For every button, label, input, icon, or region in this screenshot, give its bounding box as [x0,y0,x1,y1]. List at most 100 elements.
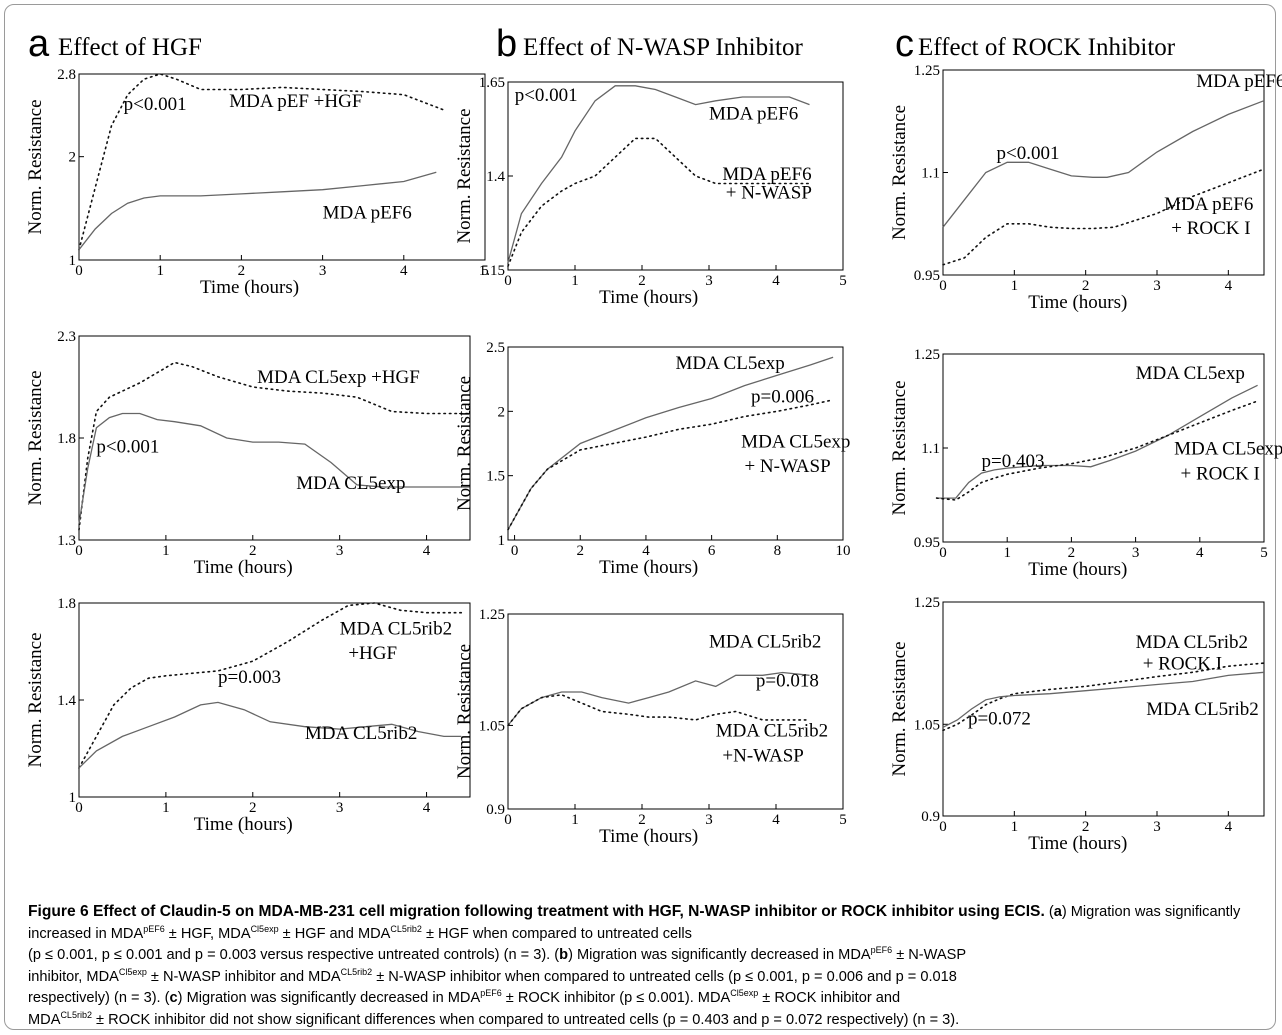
x-tick-label: 3 [705,812,713,828]
annotation-label: MDA pEF6 [722,164,811,185]
x-tick-label: 2 [638,273,646,289]
series-line-1 [942,662,1265,732]
annotation-label: + ROCK I [1143,653,1222,674]
series-line-1 [936,384,1258,499]
x-tick-label: 5 [839,273,847,289]
x-tick-label: 3 [319,263,327,279]
panel-title-a: Effect of HGF [58,34,202,61]
annotation-label: +HGF [348,643,397,664]
x-tick-label: 0 [75,800,83,816]
y-tick-label: 1.8 [57,596,76,612]
annotation-label: MDA pEF6 [323,203,412,224]
x-tick-label: 4 [642,543,650,559]
y-tick-label: 1 [498,533,506,549]
series-line-1 [507,671,810,726]
plot-frame [507,613,844,810]
chart-b2: 0 2 4 6 8 10 1 1.5 2 2.5 Time (hours) Norm. Resista… [454,340,851,578]
annotation-label: p<0.001 [96,436,159,457]
y-tick-label: 1.15 [479,263,505,279]
y-tick-label: 1.1 [921,441,940,457]
x-tick-label: 4 [1225,278,1233,294]
x-tick-label: 3 [336,800,344,816]
x-tick-label: 4 [1196,545,1204,561]
figure-frame [4,4,1276,1030]
x-tick-label: 10 [836,543,851,559]
y-tick-label: 1.05 [914,717,940,733]
annotation-label: MDA CL5exp [1174,438,1282,459]
x-tick-label: 0 [939,278,947,294]
annotation-label: MDA CL5rib2 [305,723,417,744]
annotation-label: MDA CL5exp [676,353,785,374]
x-tick-label: 4 [423,800,431,816]
series-line-1 [78,602,463,769]
annotation-label: MDA CL5rib2 [716,721,828,742]
x-axis-label: Time (hours) [599,826,698,847]
x-tick-label: 2 [1068,545,1076,561]
x-axis-label: Time (hours) [1028,559,1127,580]
chart-c1: 0 1 2 3 4 0.95 1.1 1.25 Time (hours) Norm. Resist… [889,63,1282,313]
series-line-2 [507,398,834,531]
x-tick-label: 1 [156,263,164,279]
caption-line-5: MDACL5rib2 ± ROCK inhibitor did not show… [28,1009,960,1028]
x-axis-label: Time (hours) [200,277,299,298]
y-tick-label: 0.9 [921,809,940,825]
annotation-label: MDA pEF6 [709,104,798,125]
y-axis-label: Norm. Resistance [454,644,475,779]
annotation-label: MDA CL5rib2 [340,619,452,640]
series-line-2 [942,671,1265,728]
annotation-label: MDA pEF6 [1164,194,1253,215]
series-line-2 [507,137,811,268]
caption-line-4: respectively) (n = 3). (c) Migration was… [28,988,901,1007]
series-line-1 [942,100,1265,228]
y-tick-label: 1 [69,790,77,806]
x-tick-label: 0 [75,543,83,559]
panel-title-b: Effect of N-WASP Inhibitor [523,34,803,61]
y-tick-label: 0.95 [914,268,940,284]
series-line-2 [507,693,811,727]
panel-letter-a: a [28,23,50,65]
series-line-2 [78,701,462,769]
annotation-label: + N-WASP [744,456,830,477]
x-axis-label: Time (hours) [1028,833,1127,854]
x-tick-label: 0 [939,545,947,561]
x-axis-label: Time (hours) [194,557,293,578]
x-tick-label: 4 [423,543,431,559]
x-tick-label: 8 [774,543,782,559]
y-tick-label: 1 [69,253,77,269]
y-tick-label: 1.25 [914,347,940,363]
panel-letter-b: b [496,23,517,65]
series-line-1 [78,361,471,531]
y-tick-label: 2.5 [486,340,505,356]
annotation-label: p=0.072 [968,708,1031,729]
annotation-label: + N-WASP [726,183,812,204]
x-tick-label: 3 [705,273,713,289]
x-tick-label: 0 [504,273,512,289]
x-tick-label: 2 [249,800,257,816]
annotation-label: MDA CL5exp +HGF [257,367,420,388]
y-axis-label: Norm. Resistance [25,99,46,234]
x-tick-label: 3 [336,543,344,559]
x-tick-label: 5 [839,812,847,828]
x-tick-label: 3 [1153,819,1161,835]
x-tick-label: 0 [939,819,947,835]
plot-frame [942,601,1265,817]
plot-frame [78,73,486,261]
x-axis-label: Time (hours) [599,287,698,308]
series-line-1 [507,85,810,263]
x-tick-label: 1 [1011,819,1019,835]
x-tick-label: 1 [1003,545,1011,561]
annotation-label: MDA CL5exp [741,431,850,452]
annotation-label: + ROCK I [1171,218,1250,239]
y-tick-label: 2.8 [57,67,76,83]
annotation-label: p<0.001 [997,143,1060,164]
x-tick-label: 1 [162,543,170,559]
x-tick-label: 2 [1082,819,1090,835]
figure-caption: Figure 6 Effect of Claudin-5 on MDA-MB-2… [28,901,1264,1031]
y-tick-label: 0.9 [486,802,505,818]
annotation-label: + ROCK I [1181,463,1260,484]
y-tick-label: 2.3 [57,329,76,345]
x-tick-label: 0 [511,543,519,559]
series-line-1 [78,73,446,251]
y-tick-label: 1.25 [914,63,940,79]
